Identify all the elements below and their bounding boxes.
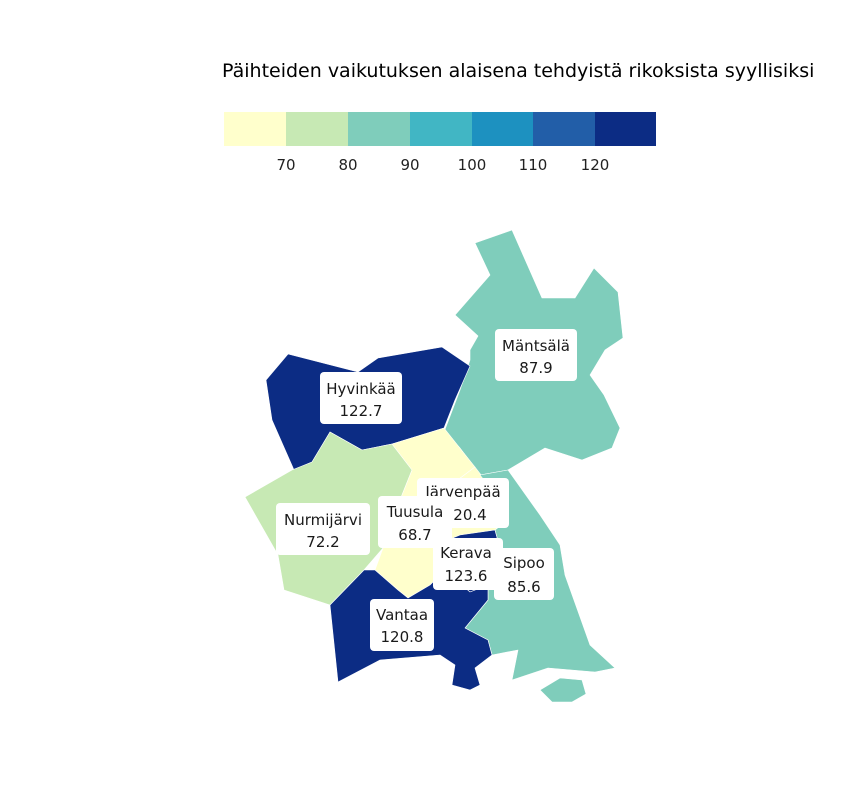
- label-sipoo-value: 85.6: [507, 578, 540, 596]
- label-vantaa-value: 120.8: [381, 628, 424, 646]
- legend-swatch-5: [472, 112, 533, 146]
- label-mantsala: Mäntsälä 87.9: [495, 329, 577, 381]
- map-title: Päihteiden vaikutuksen alaisena tehdyist…: [222, 60, 814, 82]
- label-kerava-name: Kerava: [440, 544, 492, 562]
- legend-swatch-6: [533, 112, 595, 146]
- label-jarvenpaa-value: 20.4: [453, 506, 486, 524]
- label-kerava-value: 123.6: [445, 567, 488, 585]
- legend-swatch-2: [286, 112, 348, 146]
- label-vantaa: Vantaa 120.8: [370, 599, 434, 651]
- legend-tick-100: 100: [458, 156, 487, 174]
- region-sipoo-island[interactable]: [539, 677, 587, 703]
- label-nurmijarvi-name: Nurmijärvi: [284, 511, 362, 529]
- label-nurmijarvi: Nurmijärvi 72.2: [276, 503, 370, 555]
- legend-swatch-1: [224, 112, 286, 146]
- label-mantsala-name: Mäntsälä: [502, 337, 570, 355]
- label-tuusula-name: Tuusula: [386, 503, 444, 521]
- legend-tick-110: 110: [519, 156, 548, 174]
- label-hyvinkaa: Hyvinkää 122.7: [320, 372, 402, 424]
- legend-tick-90: 90: [400, 156, 419, 174]
- legend-tick-120: 120: [581, 156, 610, 174]
- legend-swatch-7: [595, 112, 656, 146]
- label-nurmijarvi-value: 72.2: [306, 533, 339, 551]
- legend-tick-80: 80: [338, 156, 357, 174]
- label-mantsala-value: 87.9: [519, 359, 552, 377]
- label-tuusula: Tuusula 68.7: [378, 496, 452, 548]
- region-labels: Mäntsälä 87.9 Hyvinkää 122.7 Nurmijärvi …: [276, 329, 577, 651]
- label-tuusula-value: 68.7: [398, 526, 431, 544]
- label-sipoo: Sipoo 85.6: [494, 548, 554, 600]
- label-vantaa-name: Vantaa: [376, 606, 428, 624]
- label-kerava: Kerava 123.6: [433, 538, 503, 590]
- legend-swatch-3: [348, 112, 410, 146]
- label-sipoo-name: Sipoo: [503, 554, 545, 572]
- legend: 70 80 90 100 110 120: [224, 112, 656, 174]
- legend-tick-70: 70: [276, 156, 295, 174]
- label-hyvinkaa-value: 122.7: [340, 402, 383, 420]
- label-hyvinkaa-name: Hyvinkää: [326, 380, 396, 398]
- legend-swatch-4: [410, 112, 472, 146]
